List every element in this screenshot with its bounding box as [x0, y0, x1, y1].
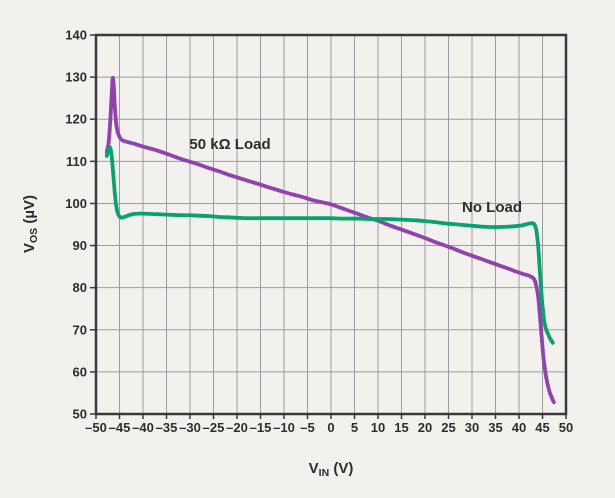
y-axis-title-units: (µV) — [21, 195, 38, 228]
x-axis-title-units: (V) — [329, 460, 353, 477]
x-tick-label: 20 — [418, 420, 432, 435]
x-axis-title-sub: IN — [319, 467, 330, 479]
x-tick-label: 45 — [535, 420, 549, 435]
grid-layer — [94, 33, 568, 416]
x-tick-label: –45 — [109, 420, 131, 435]
y-tick-label: 100 — [65, 196, 87, 211]
y-tick-label: 130 — [65, 70, 87, 85]
y-axis-title: VOS (µV) — [21, 195, 40, 253]
x-tick-label: 40 — [512, 420, 526, 435]
x-tick-label: 35 — [488, 420, 502, 435]
y-tick-label: 110 — [66, 154, 87, 169]
annotation-50k-load: 50 kΩ Load — [189, 136, 270, 153]
x-tick-label: –50 — [85, 420, 107, 435]
x-tick-label: 25 — [441, 420, 455, 435]
x-tick-label: –25 — [203, 420, 225, 435]
x-tick-label: 50 — [559, 420, 573, 435]
x-tick-label: 15 — [394, 420, 408, 435]
y-axis-title-sub: OS — [28, 228, 40, 243]
x-tick-label: 0 — [327, 420, 334, 435]
x-tick-label: –20 — [226, 420, 248, 435]
curve-no-load — [104, 145, 555, 345]
annotation-no-load: No Load — [462, 199, 522, 216]
y-tick-label: 50 — [73, 407, 87, 422]
annotation-layer: 50 kΩ Load No Load — [189, 136, 522, 216]
x-axis-title-main: V — [309, 460, 319, 477]
y-tick-label: 80 — [73, 280, 87, 295]
x-axis-title: VIN (V) — [309, 460, 354, 479]
y-tick-label: 120 — [65, 112, 87, 127]
y-axis-title-main: V — [21, 243, 38, 253]
x-tick-label: 10 — [371, 420, 385, 435]
x-tick-label: –30 — [179, 420, 201, 435]
tick-layer: –50 –45 –40 –35 –30 –25 –20 –15 –10 –5 0 5 10 15 20 25 3… — [65, 28, 573, 436]
y-tick-label: 70 — [73, 322, 87, 337]
y-tick-label: 140 — [65, 28, 87, 43]
x-tick-label: –5 — [300, 420, 314, 435]
curve-layer — [104, 75, 556, 405]
y-tick-label: 90 — [73, 238, 87, 253]
x-tick-label: –40 — [132, 420, 154, 435]
x-tick-label: 5 — [351, 420, 358, 435]
x-tick-label: –10 — [273, 420, 295, 435]
x-tick-label: 30 — [465, 420, 479, 435]
y-tick-label: 60 — [73, 364, 87, 379]
curve-50-k-load — [104, 75, 556, 405]
x-tick-label: –35 — [156, 420, 178, 435]
x-tick-label: –15 — [250, 420, 272, 435]
